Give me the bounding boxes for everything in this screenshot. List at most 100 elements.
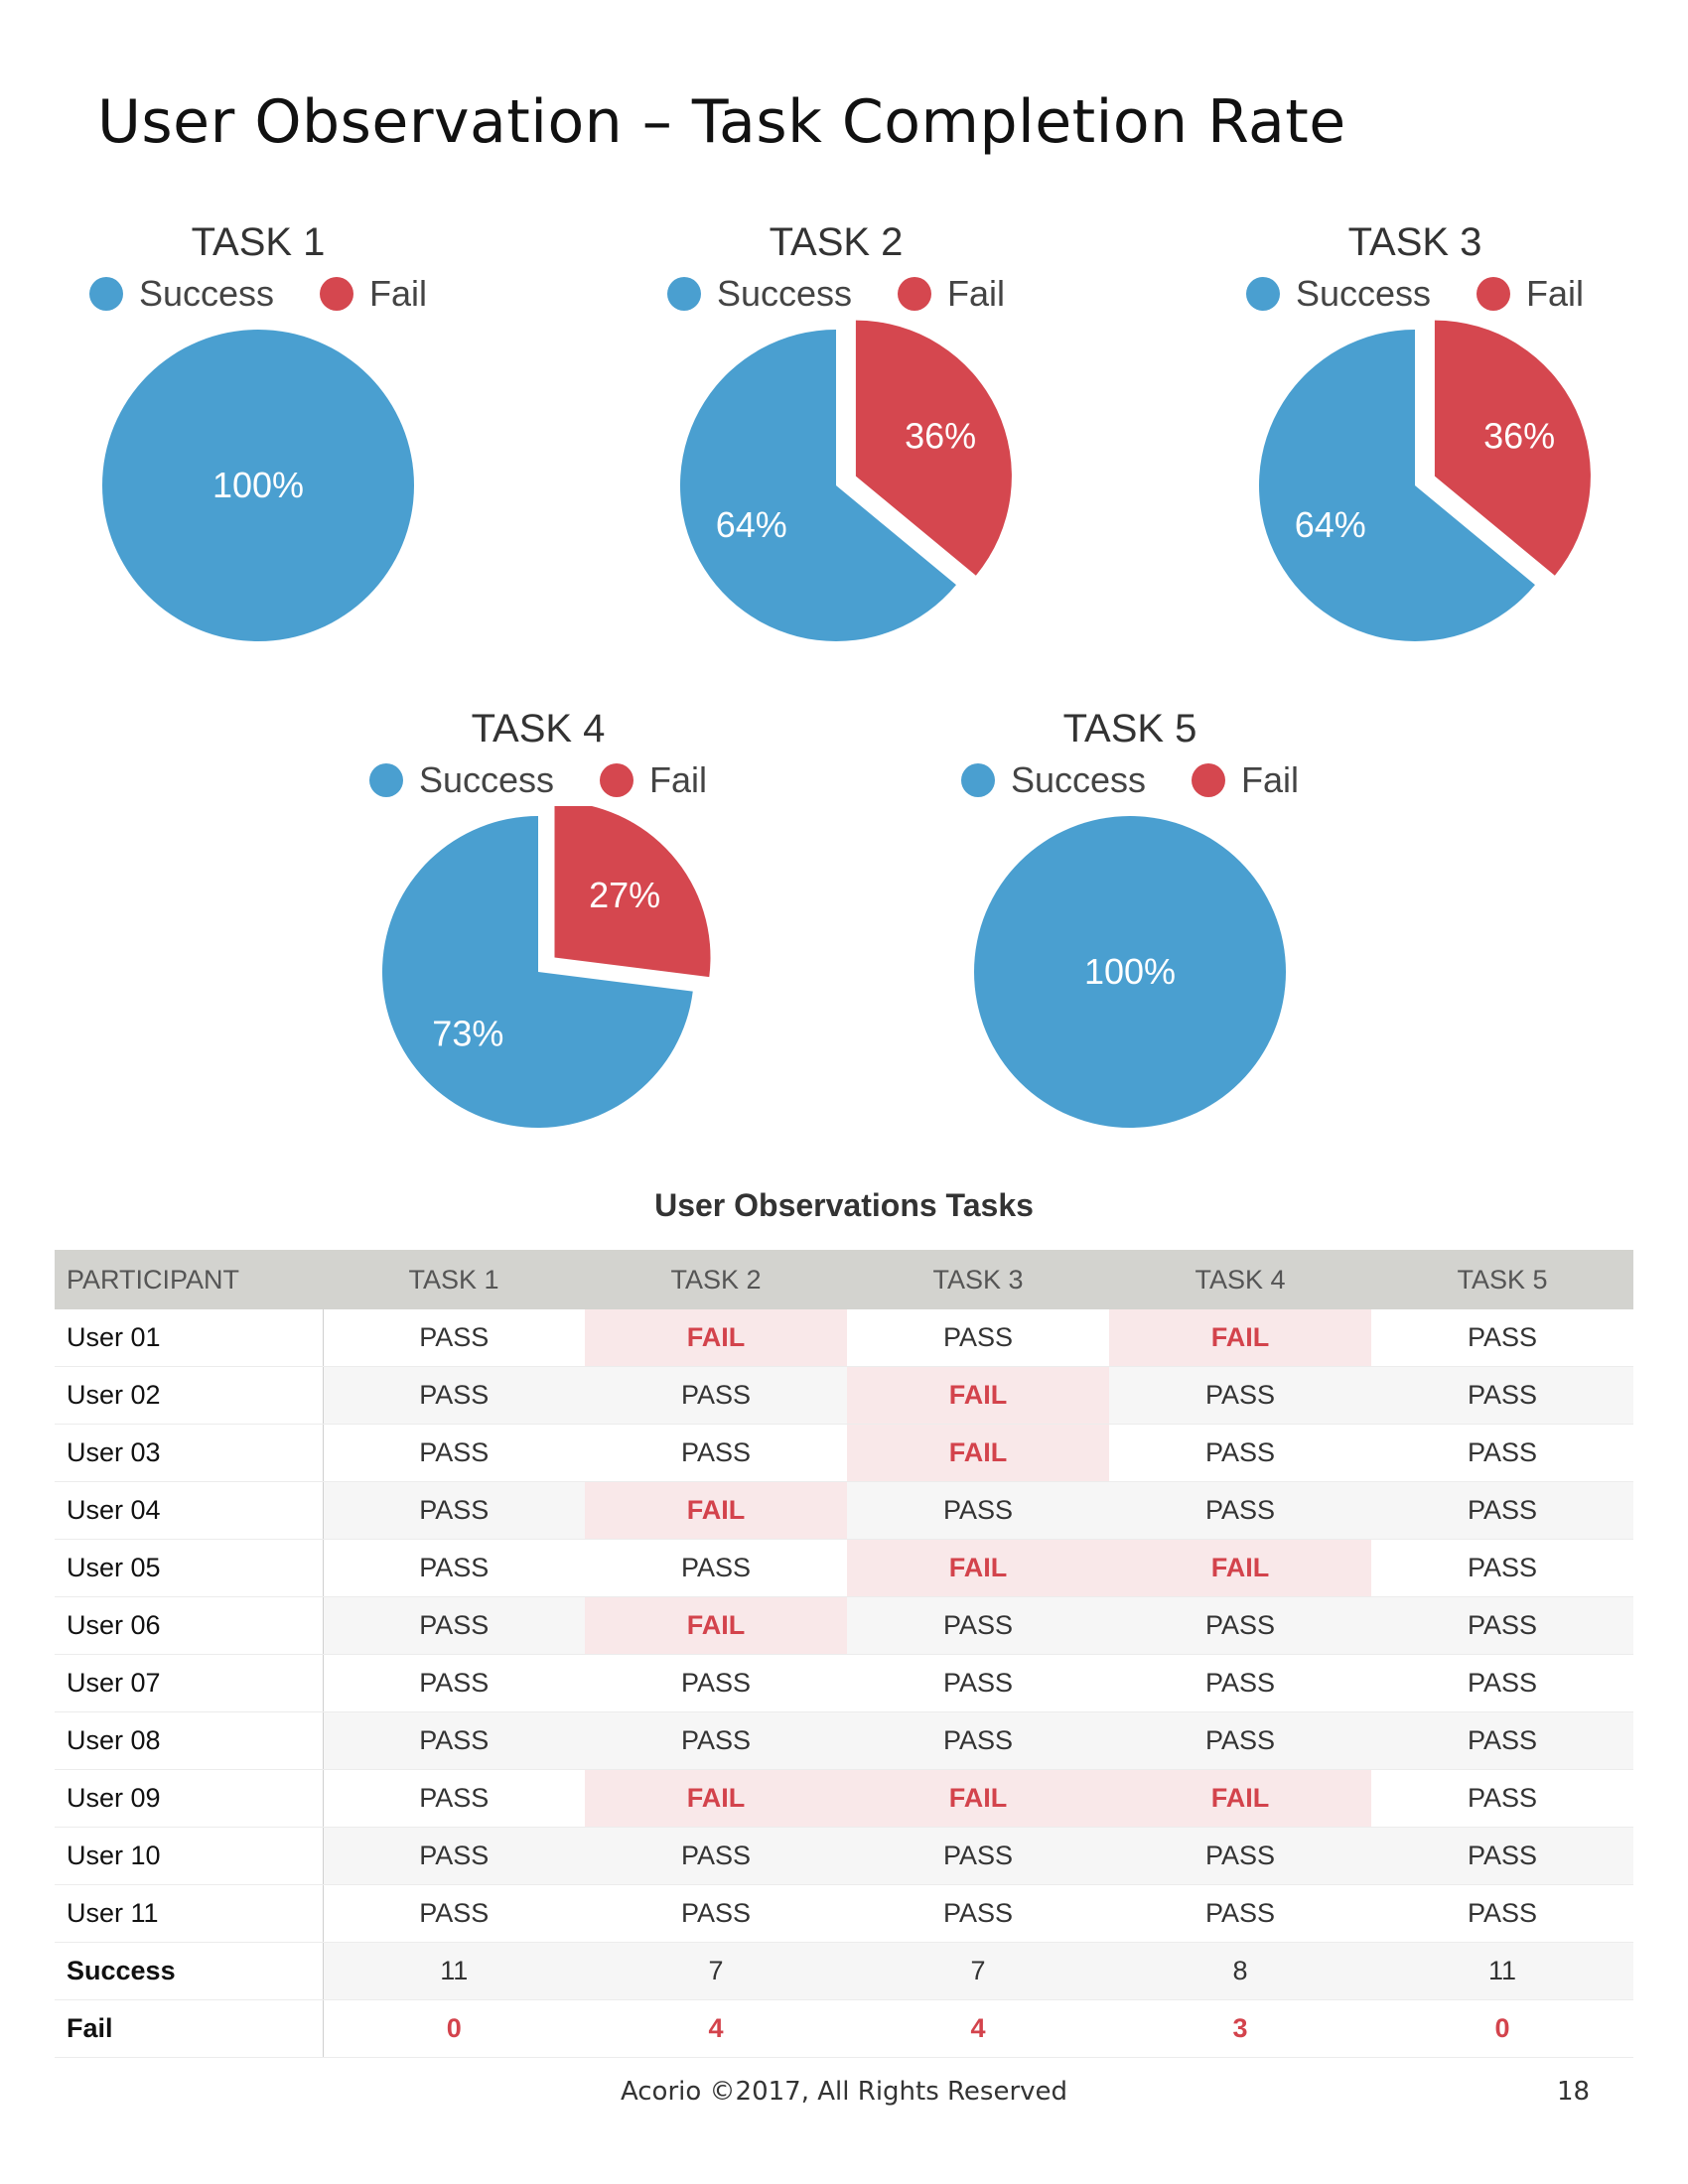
- header-task-4: TASK 4: [1109, 1250, 1371, 1309]
- chart-legend: Success Fail: [941, 758, 1319, 802]
- table-row: User 05 PASS PASS FAIL FAIL PASS: [55, 1539, 1633, 1597]
- result-cell: 0: [1371, 1999, 1633, 2058]
- result-cell: PASS: [323, 1481, 585, 1540]
- legend-swatch-success: [666, 277, 701, 311]
- pie-chart-task-4: TASK 4 Success Fail 27% 73%: [350, 707, 747, 1203]
- table-row: User 02 PASS PASS FAIL PASS PASS: [55, 1366, 1633, 1425]
- table-row: User 04 PASS FAIL PASS PASS PASS: [55, 1481, 1633, 1540]
- result-cell: PASS: [323, 1711, 585, 1770]
- legend-fail: Fail: [1192, 759, 1299, 801]
- result-cell: PASS: [1371, 1596, 1633, 1655]
- result-cell: PASS: [323, 1769, 585, 1828]
- legend-success: Success: [368, 759, 555, 801]
- result-cell: PASS: [847, 1309, 1109, 1367]
- table-row: User 11 PASS PASS PASS PASS PASS: [55, 1884, 1633, 1943]
- chart-title: TASK 5: [1062, 707, 1197, 751]
- result-cell: FAIL: [847, 1769, 1109, 1828]
- pie-label-fail: 36%: [905, 416, 976, 457]
- legend-label-fail: Fail: [947, 273, 1006, 314]
- pie-label-fail: 27%: [589, 875, 660, 915]
- result-cell: PASS: [1109, 1366, 1371, 1425]
- result-cell: PASS: [585, 1424, 847, 1482]
- pie-label-success: 64%: [716, 504, 787, 545]
- legend-label-success: Success: [138, 273, 275, 314]
- result-cell: PASS: [1109, 1827, 1371, 1885]
- table-title: User Observations Tasks: [654, 1187, 1034, 1223]
- result-cell: PASS: [847, 1596, 1109, 1655]
- legend-label-fail: Fail: [1241, 759, 1300, 800]
- result-cell: PASS: [1109, 1654, 1371, 1712]
- result-cell: 4: [847, 1999, 1109, 2058]
- result-cell: FAIL: [847, 1366, 1109, 1425]
- legend-swatch-fail: [600, 763, 634, 797]
- result-cell: 11: [1371, 1942, 1633, 2000]
- legend-label-fail: Fail: [649, 759, 708, 800]
- table-row: User 07 PASS PASS PASS PASS PASS: [55, 1654, 1633, 1712]
- header-task-2: TASK 2: [585, 1250, 847, 1309]
- participant-cell: User 05: [55, 1539, 324, 1597]
- participant-cell: User 03: [55, 1424, 324, 1482]
- result-cell: PASS: [323, 1309, 585, 1367]
- chart-legend: Success Fail: [647, 272, 1025, 316]
- participant-cell: User 01: [55, 1309, 324, 1367]
- chart-legend: Success Fail: [1226, 272, 1604, 316]
- pie-label-success: 64%: [1295, 504, 1366, 545]
- pie-slice-fail: [1434, 320, 1591, 576]
- result-cell: PASS: [323, 1654, 585, 1712]
- chart-title: TASK 4: [471, 707, 606, 751]
- result-cell: PASS: [1371, 1769, 1633, 1828]
- legend-success: Success: [1245, 273, 1431, 315]
- chart-title: TASK 3: [1347, 220, 1482, 264]
- pie-label-fail: 36%: [1483, 416, 1555, 457]
- result-cell: PASS: [585, 1711, 847, 1770]
- pie-label-success: 73%: [432, 1013, 503, 1053]
- legend-swatch-fail: [898, 277, 932, 311]
- result-cell: PASS: [585, 1654, 847, 1712]
- legend-label-success: Success: [1010, 759, 1147, 800]
- legend-label-fail: Fail: [369, 273, 428, 314]
- result-cell: FAIL: [1109, 1769, 1371, 1828]
- success-total-row: Success 11 7 7 8 11: [55, 1942, 1633, 2000]
- result-cell: PASS: [1371, 1366, 1633, 1425]
- observations-table: PARTICIPANT TASK 1 TASK 2 TASK 3 TASK 4 TASK …: [55, 1250, 1633, 2058]
- participant-cell: User 08: [55, 1711, 324, 1770]
- legend-swatch-success: [1245, 277, 1280, 311]
- table-row: User 01 PASS FAIL PASS FAIL PASS: [55, 1309, 1633, 1367]
- result-cell: 3: [1109, 1999, 1371, 2058]
- pie-slice-success: [102, 330, 414, 641]
- result-cell: 7: [585, 1942, 847, 2000]
- header-task-3: TASK 3: [847, 1250, 1109, 1309]
- participant-cell: User 06: [55, 1596, 324, 1655]
- table-body: User 01 PASS FAIL PASS FAIL PASS User 02 PASS PA…: [55, 1309, 1633, 2058]
- result-cell: FAIL: [847, 1539, 1109, 1597]
- participant-cell: User 02: [55, 1366, 324, 1425]
- participant-cell: User 04: [55, 1481, 324, 1540]
- fail-total-row: Fail 0 4 4 3 0: [55, 1999, 1633, 2058]
- result-cell: PASS: [585, 1539, 847, 1597]
- result-cell: PASS: [585, 1366, 847, 1425]
- table-row: User 03 PASS PASS FAIL PASS PASS: [55, 1424, 1633, 1482]
- legend-label-success: Success: [418, 759, 555, 800]
- result-cell: PASS: [847, 1884, 1109, 1943]
- pie-chart-task-2: TASK 2 Success Fail 36% 64%: [647, 220, 1045, 717]
- result-cell: 7: [847, 1942, 1109, 2000]
- result-cell: PASS: [847, 1711, 1109, 1770]
- chart-legend: Success Fail: [350, 758, 727, 802]
- pie-svg: 100%: [102, 330, 414, 641]
- chart-title: TASK 2: [769, 220, 904, 264]
- result-cell: 11: [323, 1942, 585, 2000]
- result-cell: PASS: [585, 1827, 847, 1885]
- participant-cell: User 07: [55, 1654, 324, 1712]
- pie-slice-success: [974, 816, 1286, 1128]
- chart-legend: Success Fail: [70, 272, 447, 316]
- header-task-1: TASK 1: [323, 1250, 585, 1309]
- pie-slice-success: [680, 330, 956, 641]
- result-cell: FAIL: [585, 1309, 847, 1367]
- result-cell: PASS: [323, 1539, 585, 1597]
- footer-copyright: Acorio ©2017, All Rights Reserved: [620, 2077, 1068, 2107]
- result-cell: PASS: [323, 1827, 585, 1885]
- result-cell: PASS: [1109, 1424, 1371, 1482]
- page-title: User Observation – Task Completion Rate: [97, 87, 1346, 157]
- result-cell: PASS: [847, 1827, 1109, 1885]
- result-cell: FAIL: [585, 1769, 847, 1828]
